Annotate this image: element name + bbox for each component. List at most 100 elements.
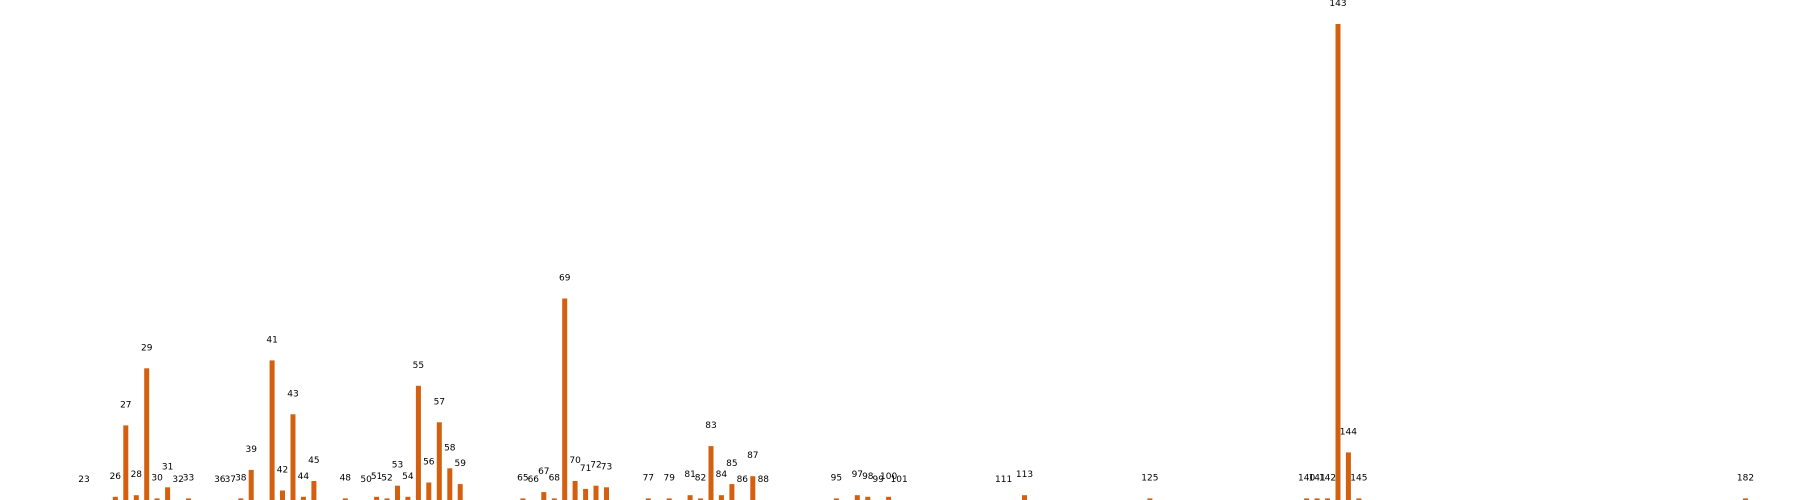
data-label-38: 38 xyxy=(235,473,247,483)
data-label-28: 28 xyxy=(131,470,143,480)
data-label-44: 44 xyxy=(298,472,310,482)
bar-77 xyxy=(645,498,651,500)
data-label-37: 37 xyxy=(225,475,236,485)
bar-57 xyxy=(436,422,442,500)
bar-83 xyxy=(708,446,714,500)
data-label-33: 33 xyxy=(183,473,194,483)
data-label-71: 71 xyxy=(580,464,591,474)
bar-29 xyxy=(144,368,150,500)
bar-65 xyxy=(520,498,526,500)
bar-71 xyxy=(583,488,589,500)
data-label-45: 45 xyxy=(308,456,319,466)
data-label-87: 87 xyxy=(747,451,758,461)
bars-group xyxy=(112,24,1748,500)
data-label-43: 43 xyxy=(287,389,298,399)
bar-73 xyxy=(604,487,609,500)
data-label-85: 85 xyxy=(726,459,737,469)
bar-52 xyxy=(384,498,390,500)
bar-125 xyxy=(1147,498,1153,500)
bar-143 xyxy=(1335,24,1341,500)
bar-82 xyxy=(698,498,703,500)
data-label-81: 81 xyxy=(684,470,695,480)
bar-67 xyxy=(541,492,547,500)
data-label-42: 42 xyxy=(277,466,288,476)
bar-85 xyxy=(729,484,735,500)
data-label-95: 95 xyxy=(831,473,842,483)
data-label-41: 41 xyxy=(266,335,277,345)
data-label-98: 98 xyxy=(862,472,874,482)
data-label-113: 113 xyxy=(1016,470,1033,480)
data-label-86: 86 xyxy=(737,475,749,485)
bar-54 xyxy=(405,496,411,500)
data-label-88: 88 xyxy=(758,475,770,485)
data-label-66: 66 xyxy=(528,475,540,485)
data-label-26: 26 xyxy=(110,472,122,482)
data-label-140: 140 xyxy=(1298,473,1315,483)
bar-27 xyxy=(123,425,129,500)
bar-39 xyxy=(248,469,254,500)
bar-79 xyxy=(666,498,672,500)
data-label-141: 141 xyxy=(1309,473,1326,483)
bar-113 xyxy=(1022,495,1027,500)
data-label-48: 48 xyxy=(340,473,352,483)
bar-56 xyxy=(426,482,432,500)
bar-43 xyxy=(290,414,296,500)
data-label-51: 51 xyxy=(371,472,382,482)
bar-58 xyxy=(447,468,453,500)
bar-98 xyxy=(865,496,871,500)
data-label-100: 100 xyxy=(880,472,897,482)
bar-97 xyxy=(854,495,860,500)
data-label-59: 59 xyxy=(454,459,466,469)
bar-141 xyxy=(1314,498,1320,500)
bar-72 xyxy=(593,485,599,500)
data-label-68: 68 xyxy=(549,473,561,483)
bar-69 xyxy=(562,298,568,500)
data-label-77: 77 xyxy=(643,473,654,483)
bar-55 xyxy=(415,385,421,500)
data-label-142: 142 xyxy=(1319,473,1336,483)
bar-182 xyxy=(1743,498,1748,500)
bar-144 xyxy=(1345,452,1351,500)
bar-28 xyxy=(133,495,139,500)
data-label-73: 73 xyxy=(601,462,612,472)
bar-68 xyxy=(551,498,557,500)
data-label-97: 97 xyxy=(852,470,863,480)
bar-33 xyxy=(186,498,191,500)
bar-31 xyxy=(165,487,171,500)
bar-38 xyxy=(238,498,244,500)
data-label-31: 31 xyxy=(162,462,173,472)
bar-100 xyxy=(886,496,892,500)
data-label-23: 23 xyxy=(78,475,89,485)
data-label-36: 36 xyxy=(214,475,226,485)
bar-26 xyxy=(112,496,118,500)
data-label-58: 58 xyxy=(444,443,456,453)
data-label-39: 39 xyxy=(245,445,257,455)
data-label-145: 145 xyxy=(1350,473,1367,483)
bar-44 xyxy=(300,496,306,500)
bar-142 xyxy=(1325,498,1330,500)
data-label-52: 52 xyxy=(381,473,392,483)
data-label-99: 99 xyxy=(872,475,884,485)
data-label-125: 125 xyxy=(1141,473,1158,483)
data-label-55: 55 xyxy=(413,361,424,371)
data-label-144: 144 xyxy=(1340,427,1357,437)
data-label-29: 29 xyxy=(141,343,153,353)
data-label-72: 72 xyxy=(590,461,601,471)
data-label-143: 143 xyxy=(1329,0,1346,9)
data-label-82: 82 xyxy=(695,473,706,483)
data-label-182: 182 xyxy=(1737,473,1754,483)
data-label-84: 84 xyxy=(716,470,728,480)
bar-87 xyxy=(750,476,756,500)
data-label-53: 53 xyxy=(392,461,403,471)
bar-53 xyxy=(395,485,400,500)
bar-140 xyxy=(1304,498,1310,500)
data-label-69: 69 xyxy=(559,274,571,284)
data-label-101: 101 xyxy=(891,475,908,485)
data-label-50: 50 xyxy=(360,475,372,485)
bar-95 xyxy=(833,498,839,500)
data-label-67: 67 xyxy=(538,467,549,477)
data-label-70: 70 xyxy=(569,456,581,466)
bar-42 xyxy=(280,490,285,500)
bar-59 xyxy=(457,484,463,500)
